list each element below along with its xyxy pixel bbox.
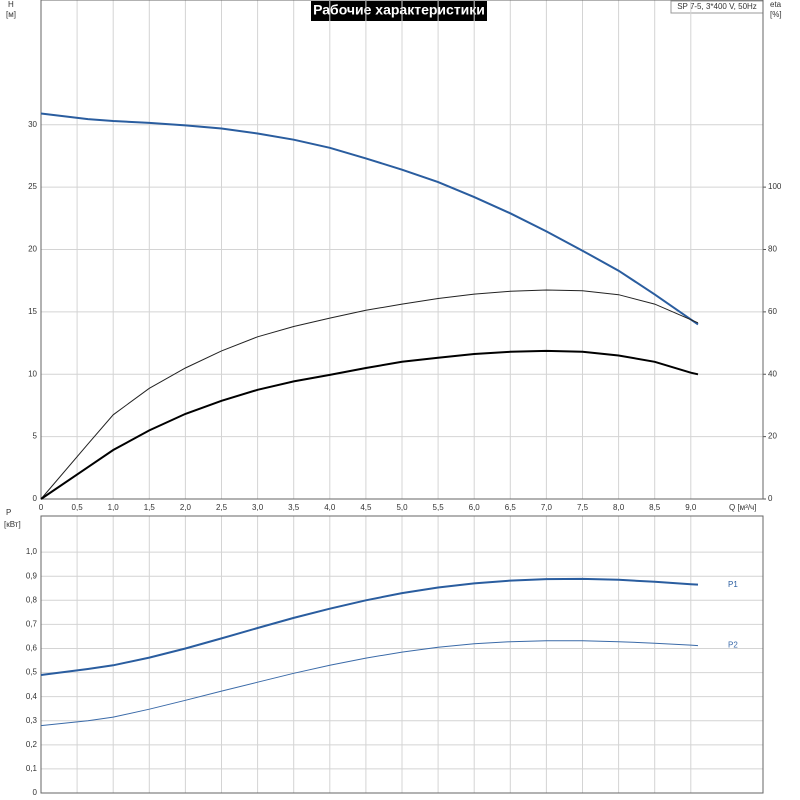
x-tick-label: 1,5 xyxy=(144,503,156,512)
plot-frame xyxy=(40,515,764,794)
y-tick-label: 15 xyxy=(28,307,37,316)
x-tick-label: 9,0 xyxy=(685,503,697,512)
y-tick-label: 0,1 xyxy=(26,764,38,773)
y-tick-label: 0,4 xyxy=(26,692,38,701)
series-label: P2 xyxy=(728,641,738,650)
x-tick-label: 8,0 xyxy=(613,503,625,512)
y-tick-label: 1,0 xyxy=(26,547,38,556)
y-tick-label: 0,2 xyxy=(26,740,38,749)
y2-tick-label: 100 xyxy=(768,182,782,191)
y2-tick-label: 60 xyxy=(768,307,777,316)
y2-tick-label: 20 xyxy=(768,432,777,441)
x-tick-label: 4,0 xyxy=(324,503,336,512)
x-tick-label: 0,5 xyxy=(72,503,84,512)
x-tick-label: 0 xyxy=(39,503,44,512)
y-label: P xyxy=(6,508,11,517)
curve xyxy=(40,289,699,500)
x-label: Q [м³/ч] xyxy=(729,503,756,512)
x-tick-label: 3,5 xyxy=(288,503,300,512)
y-tick-label: 0,9 xyxy=(26,571,38,580)
curve xyxy=(40,349,699,500)
y-unit: [м] xyxy=(6,10,16,19)
x-tick-label: 4,5 xyxy=(360,503,372,512)
curve xyxy=(40,577,699,676)
y-tick-label: 0,6 xyxy=(26,644,38,653)
y-tick-label: 5 xyxy=(33,432,38,441)
x-tick-label: 6,0 xyxy=(469,503,481,512)
y-tick-label: 0,3 xyxy=(26,716,38,725)
x-tick-label: 7,5 xyxy=(577,503,589,512)
x-tick-label: 7,0 xyxy=(541,503,553,512)
y-tick-label: 30 xyxy=(28,120,37,129)
chart-title: Рабочие характеристики xyxy=(313,2,485,18)
curve xyxy=(40,640,699,727)
x-tick-label: 1,0 xyxy=(108,503,120,512)
y-tick-label: 0,8 xyxy=(26,595,38,604)
y-label: H xyxy=(8,0,14,9)
y2-tick-label: 80 xyxy=(768,245,777,254)
x-tick-label: 2,0 xyxy=(180,503,192,512)
y-tick-label: 25 xyxy=(28,182,37,191)
x-tick-label: 2,5 xyxy=(216,503,228,512)
y2-tick-label: 40 xyxy=(768,369,777,378)
plot-frame xyxy=(40,0,764,500)
curve xyxy=(40,112,699,326)
x-tick-label: 5,0 xyxy=(396,503,408,512)
x-tick-label: 8,5 xyxy=(649,503,661,512)
title-box xyxy=(311,1,487,21)
y-tick-label: 0,5 xyxy=(26,668,38,677)
x-tick-label: 3,0 xyxy=(252,503,264,512)
series-label: P1 xyxy=(728,580,738,589)
subtitle: SP 7-5, 3*400 V, 50Hz xyxy=(677,2,757,11)
y-tick-label: 0,7 xyxy=(26,620,38,629)
y-tick-label: 10 xyxy=(28,369,37,378)
y-tick-label: 20 xyxy=(28,245,37,254)
y-tick-label: 0 xyxy=(33,494,38,503)
y2-unit: [%] xyxy=(770,10,782,19)
y2-tick-label: 0 xyxy=(768,494,773,503)
x-tick-label: 6,5 xyxy=(505,503,517,512)
y-tick-label: 0 xyxy=(33,788,38,797)
y2-label: eta xyxy=(770,0,782,9)
x-tick-label: 5,5 xyxy=(433,503,445,512)
y-unit: [кВт] xyxy=(4,520,21,529)
